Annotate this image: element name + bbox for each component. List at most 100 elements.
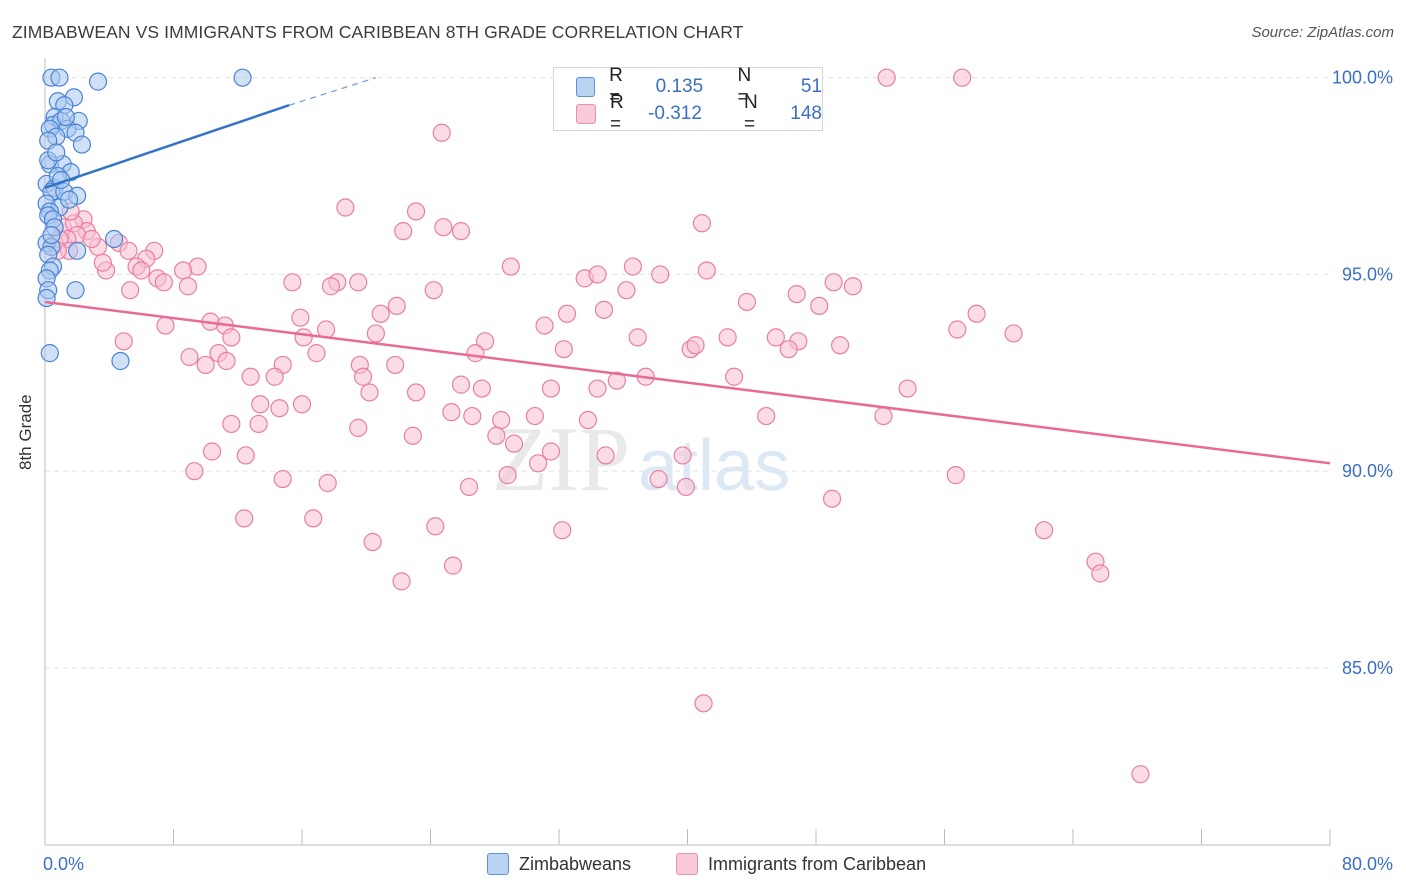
pink-point	[451, 375, 471, 394]
legend-r-value-1: 0.135	[655, 76, 704, 97]
pink-point	[363, 532, 382, 552]
legend-n-value-2: 148	[790, 103, 822, 124]
pink-point	[607, 371, 626, 390]
pink-point	[273, 469, 292, 489]
pink-point	[766, 328, 785, 347]
pink-point	[294, 328, 313, 347]
trend-line-blue	[44, 104, 290, 190]
tick-labels: 85.0% 90.0% 95.0% 100.0% 0.0% 80.0%	[43, 68, 1393, 874]
pink-point	[967, 304, 986, 323]
blue-point	[40, 344, 59, 363]
bottom-legend-swatch-blue	[487, 853, 509, 875]
pink-point	[541, 379, 561, 398]
pink-point	[718, 328, 737, 347]
pink-point	[476, 332, 495, 351]
pink-point	[588, 379, 607, 398]
pink-point	[360, 383, 379, 402]
pink-point	[724, 367, 744, 386]
pink-point	[946, 466, 965, 485]
pink-point	[1034, 521, 1054, 540]
pink-point	[459, 477, 479, 497]
pink-point	[779, 340, 798, 359]
pink-point	[132, 261, 151, 280]
pink-point	[541, 442, 561, 461]
pink-point	[501, 257, 520, 276]
bottom-legend-swatch-pink	[676, 853, 698, 875]
pink-point	[154, 273, 173, 292]
pink-point	[304, 509, 323, 528]
chart-title: ZIMBABWEAN VS IMMIGRANTS FROM CARIBBEAN …	[12, 22, 744, 42]
pink-point	[649, 469, 668, 489]
pink-point	[578, 410, 598, 430]
blue-point	[68, 241, 87, 260]
blue-point	[56, 107, 75, 127]
pink-point	[694, 694, 713, 713]
pink-point	[196, 355, 215, 375]
pink-point	[270, 399, 289, 418]
pink-point	[874, 406, 893, 426]
pink-point	[235, 509, 254, 528]
pink-point	[82, 229, 101, 249]
pink-point	[824, 273, 843, 292]
pink-point	[676, 477, 695, 497]
pink-point	[349, 418, 368, 437]
x-tick-label-min: 0.0%	[43, 854, 84, 874]
pink-point	[432, 123, 451, 142]
pink-point	[830, 336, 850, 355]
blue-point	[59, 190, 79, 209]
pink-point	[222, 328, 241, 347]
legend-swatch-pink	[576, 104, 596, 124]
pink-point	[202, 442, 222, 461]
pink-point	[307, 344, 326, 363]
pink-point	[283, 273, 302, 292]
pink-point	[178, 277, 198, 296]
pink-point	[251, 395, 270, 414]
pink-point	[596, 446, 615, 465]
pink-point	[628, 328, 647, 347]
pink-point	[472, 379, 491, 398]
y-tick-label: 85.0%	[1342, 658, 1393, 678]
bottom-legend-label-blue: Zimbabweans	[519, 853, 632, 874]
pink-point	[953, 68, 972, 87]
pink-point	[529, 454, 548, 473]
legend-swatch-blue	[576, 77, 596, 97]
pink-point	[114, 332, 133, 351]
pink-point	[217, 351, 236, 371]
pink-series	[45, 68, 1150, 784]
pink-point	[222, 414, 241, 434]
pink-point	[353, 367, 373, 386]
pink-point	[737, 292, 757, 312]
y-tick-label: 95.0%	[1342, 264, 1393, 284]
pink-point	[366, 324, 385, 343]
blue-point	[47, 143, 66, 162]
bottom-legend-zimbabweans: Zimbabweans	[487, 852, 631, 876]
blue-point	[50, 68, 69, 87]
pink-point	[121, 281, 140, 300]
pink-point	[692, 214, 712, 233]
pink-point	[1131, 765, 1150, 784]
pink-point	[174, 261, 193, 280]
blue-point	[42, 225, 61, 245]
pink-point	[498, 466, 517, 485]
pink-point	[426, 517, 445, 536]
trend-lines	[44, 77, 1331, 465]
pink-point	[434, 218, 453, 237]
y-tick-label: 100.0%	[1332, 68, 1393, 88]
pink-point	[443, 556, 463, 575]
blue-series	[37, 68, 252, 371]
pink-point	[1091, 564, 1110, 583]
blue-point	[233, 68, 252, 87]
blue-point	[88, 72, 108, 91]
pink-point	[787, 285, 806, 304]
legend-r-label: R =	[609, 92, 624, 135]
pink-point	[392, 572, 411, 591]
pink-point	[241, 367, 260, 386]
pink-point	[492, 410, 511, 430]
y-tick-label: 90.0%	[1342, 461, 1393, 481]
pink-point	[321, 277, 341, 296]
pink-point	[292, 395, 312, 414]
blue-point	[72, 135, 92, 154]
pink-point	[156, 316, 175, 335]
pink-point	[394, 222, 413, 241]
